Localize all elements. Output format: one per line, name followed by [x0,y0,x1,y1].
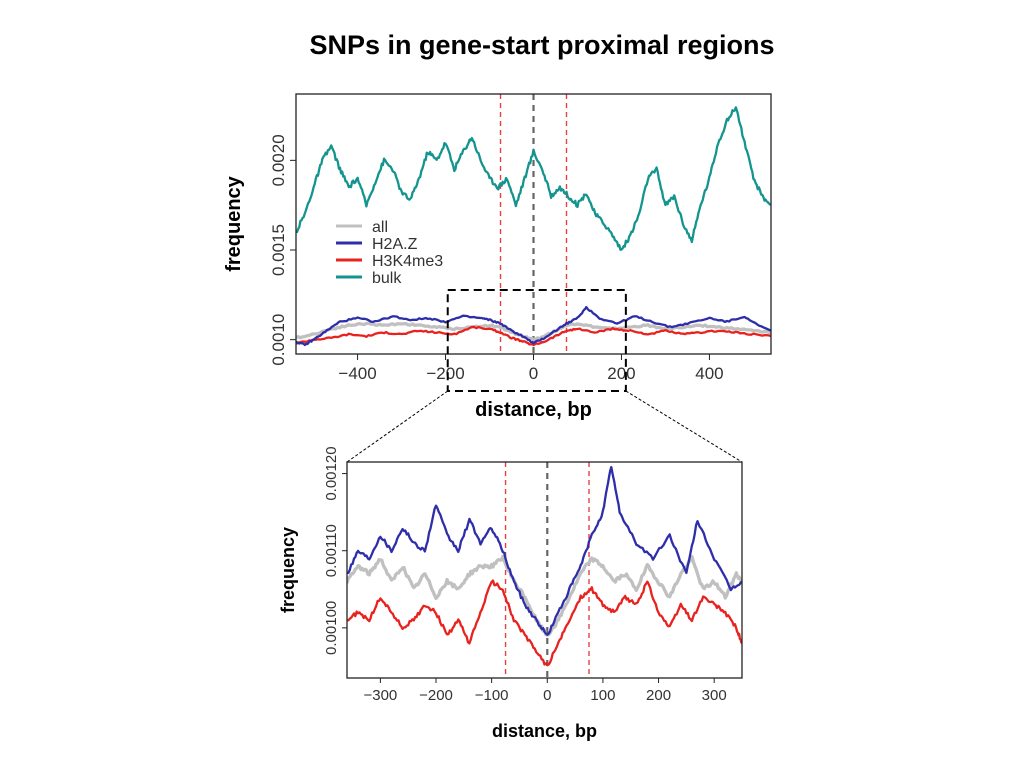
x-tick-label: −100 [475,687,509,704]
legend-label: all [372,219,388,236]
y-axis-label: frequency [223,175,245,271]
x-tick-label: −200 [426,364,464,383]
x-tick-label: 200 [646,687,671,704]
series-group [296,106,771,347]
legend-label: H2A.Z [372,236,418,253]
zoom-box [446,289,627,392]
zoom-connector [346,390,743,463]
x-tick-label: 200 [607,364,635,383]
x-tick-label: 0 [543,687,551,704]
x-tick-label: −200 [419,687,453,704]
series-line-h3k4me3 [347,579,742,667]
series-line-all [347,554,742,637]
x-tick-label: −400 [338,364,376,383]
x-tick-label: −300 [363,687,397,704]
chart-zoom: −300 −200 −100 0 100 200 300 0.00100 0.00110 0.00… [278,446,743,741]
zoom-connector-left [346,390,449,463]
x-tick-label: 100 [590,687,615,704]
series-line-all [296,321,771,342]
chart-title: SNPs in gene-start proximal regions [309,30,775,60]
series-group [347,465,742,667]
chart-top: −400 −200 0 200 400 0.0010 0.0015 0.0020 distanc… [223,93,772,421]
legend-label: bulk [372,270,402,287]
y-tick-label: 0.00120 [323,446,340,500]
x-axis-label: distance, bp [475,399,592,421]
x-axis-label: distance, bp [492,721,597,741]
zoom-connector-right [625,390,743,463]
legend-label: H3K4me3 [372,253,443,270]
y-tick-label: 0.00100 [323,601,340,655]
y-tick-label: 0.0015 [269,224,288,276]
y-tick-label: 0.00110 [323,524,340,577]
series-line-bulk [296,106,771,251]
series-line-h2az [296,305,771,347]
y-tick-label: 0.0010 [269,314,288,366]
series-line-h2az [347,465,742,636]
y-tick-label: 0.0020 [269,134,288,186]
x-tick-label: 400 [695,364,723,383]
plot-frame [346,461,743,679]
x-tick-label: 300 [702,687,727,704]
y-axis-label: frequency [278,527,298,613]
x-tick-label: 0 [529,364,538,383]
series-line-h3k4me3 [296,325,771,347]
